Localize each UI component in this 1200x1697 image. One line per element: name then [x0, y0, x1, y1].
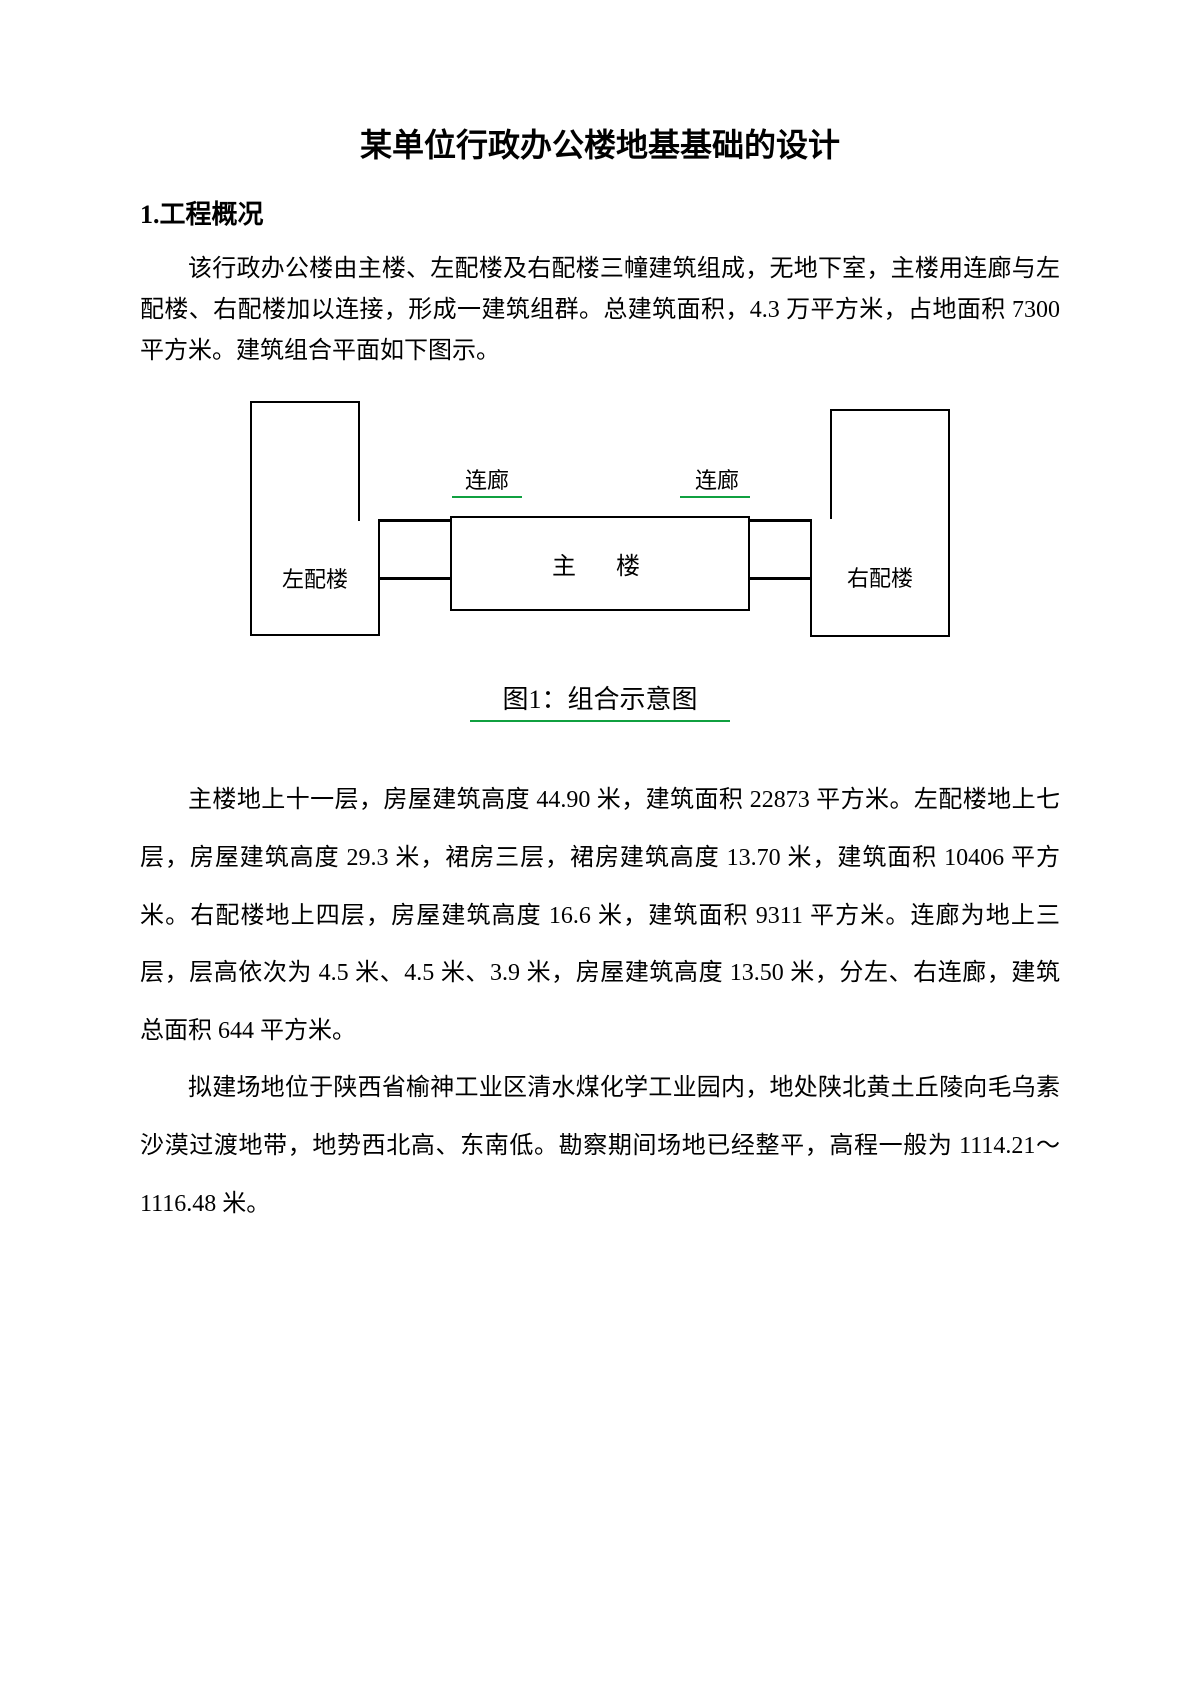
- right-corridor-top-line: [747, 519, 812, 522]
- right-annex-label: 右配楼: [847, 561, 913, 593]
- section-1-heading: 1.工程概况: [140, 194, 1060, 231]
- left-annex-upper: [250, 401, 360, 521]
- figure-1-caption: 图1：组合示意图: [502, 679, 697, 716]
- section-1-number: 1.: [140, 200, 160, 229]
- right-annex-upper: [830, 409, 950, 519]
- left-corridor-label: 连廊: [465, 463, 509, 495]
- building-layout-diagram: 左配楼 右配楼 主 楼 连廊 连廊: [250, 401, 950, 661]
- right-corridor-bottom-line: [747, 577, 812, 580]
- main-building-box: 主 楼: [450, 516, 750, 611]
- main-building-label: 主 楼: [552, 546, 648, 581]
- right-annex-lower: 右配楼: [810, 519, 950, 637]
- figure-1-caption-underline: [470, 720, 730, 722]
- intro-paragraph: 该行政办公楼由主楼、左配楼及右配楼三幢建筑组成，无地下室，主楼用连廊与左配楼、右…: [140, 249, 1060, 371]
- paragraph-3: 拟建场地位于陕西省榆神工业区清水煤化学工业园内，地处陕北黄土丘陵向毛乌素沙漠过渡…: [140, 1060, 1060, 1233]
- left-annex-lower: 左配楼: [250, 521, 380, 636]
- paragraph-2: 主楼地上十一层，房屋建筑高度 44.90 米，建筑面积 22873 平方米。左配…: [140, 772, 1060, 1060]
- left-corridor-bottom-line: [378, 577, 453, 580]
- left-corridor-underline: [452, 496, 522, 498]
- document-title: 某单位行政办公楼地基基础的设计: [140, 120, 1060, 166]
- left-corridor-top-line: [378, 519, 453, 522]
- right-corridor-underline: [680, 496, 750, 498]
- right-corridor-label: 连廊: [695, 463, 739, 495]
- left-annex-label: 左配楼: [282, 562, 348, 594]
- figure-1: 左配楼 右配楼 主 楼 连廊 连廊 图1：组合示意图: [140, 401, 1060, 722]
- section-1-text: 工程概况: [160, 199, 264, 229]
